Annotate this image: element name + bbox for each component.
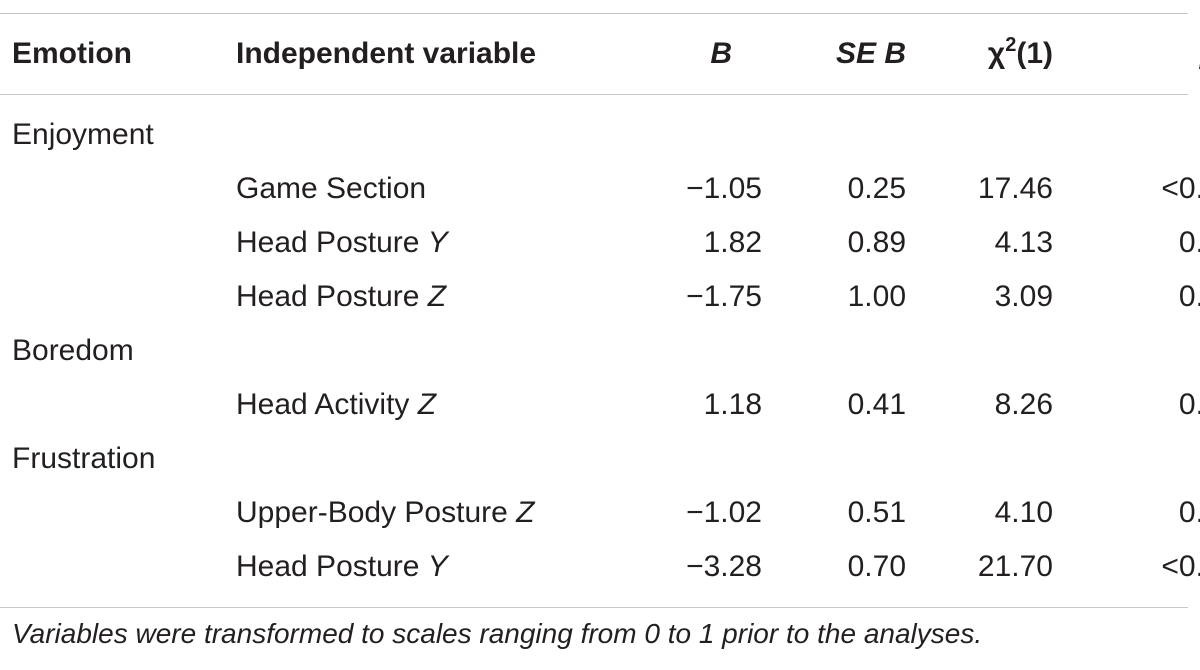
empty-cell [762, 432, 906, 486]
header-se-b: SE B [835, 37, 906, 70]
empty-cell [608, 432, 762, 486]
variable-name: Head Posture [236, 280, 428, 313]
table-header-rule [0, 94, 1188, 95]
spacer-row [0, 94, 1200, 108]
p-value: <0.001 [1161, 550, 1200, 583]
emotion-label: Frustration [12, 442, 156, 475]
table-row: Head Posture Y 1.82 0.89 4.13 0.042 [0, 216, 1200, 270]
p-value: 0.042 [1178, 226, 1200, 259]
p-value: <0.001 [1161, 172, 1200, 205]
empty-cell [0, 162, 236, 216]
empty-cell [0, 216, 236, 270]
empty-cell [762, 108, 906, 162]
table-row: Head Posture Z −1.75 1.00 3.09 0.079 [0, 270, 1200, 324]
empty-cell [762, 324, 906, 378]
emotion-group-row: Boredom [0, 324, 1200, 378]
b-value: 1.82 [703, 226, 762, 259]
header-row: Emotion Independent variable B SE B χ2(1… [0, 14, 1200, 94]
table-row: Head Activity Z 1.18 0.41 8.26 0.004 [0, 378, 1200, 432]
empty-cell [0, 378, 236, 432]
chi-square-value: 8.26 [994, 388, 1053, 421]
se-b-value: 0.25 [847, 172, 906, 205]
p-value: 0.043 [1178, 496, 1200, 529]
b-value: 1.18 [703, 388, 762, 421]
se-b-value: 0.41 [847, 388, 906, 421]
se-b-value: 0.70 [847, 550, 906, 583]
header-p: p [1053, 14, 1200, 94]
header-independent-variable: Independent variable [236, 37, 537, 70]
empty-cell [1053, 324, 1200, 378]
variable-name: Game Section [236, 172, 427, 205]
chi-square-value: 4.10 [994, 496, 1053, 529]
empty-cell [608, 324, 762, 378]
table-row: Game Section −1.05 0.25 17.46 <0.001 [0, 162, 1200, 216]
chi-square-value: 17.46 [977, 172, 1053, 205]
se-b-value: 0.89 [847, 226, 906, 259]
variable-axis: Y [427, 550, 448, 583]
empty-cell [0, 270, 236, 324]
b-value: −1.02 [686, 496, 762, 529]
emotion-label: Enjoyment [12, 118, 154, 151]
independent-variable-cell: Upper-Body Posture Z [236, 486, 608, 540]
chi-square-value: 4.13 [994, 226, 1053, 259]
variable-name: Head Posture [236, 550, 428, 583]
empty-cell [906, 432, 1053, 486]
se-b-value: 1.00 [847, 280, 906, 313]
header-b: B [710, 37, 732, 70]
b-value: −1.75 [686, 280, 762, 313]
variable-name: Upper-Body Posture [236, 496, 517, 529]
table-bottom-rule [0, 607, 1188, 608]
header-chi-square: χ2(1) [906, 14, 1053, 94]
header-chi-df: (1) [1016, 37, 1053, 70]
empty-cell [1053, 108, 1200, 162]
independent-variable-cell: Head Posture Y [236, 216, 608, 270]
b-value: −3.28 [686, 550, 762, 583]
variable-axis: Z [427, 280, 447, 313]
emotion-group-row: Frustration [0, 432, 1200, 486]
variable-name: Head Activity [236, 388, 418, 421]
table-top-rule [0, 13, 1188, 14]
chi-square-value: 3.09 [994, 280, 1053, 313]
header-chi-symbol: χ [987, 37, 1006, 70]
p-value: 0.004 [1178, 388, 1200, 421]
variable-axis: Z [417, 388, 437, 421]
independent-variable-cell: Head Activity Z [236, 378, 608, 432]
variable-axis: Z [516, 496, 535, 529]
chi-square-value: 21.70 [977, 550, 1053, 583]
empty-cell [1053, 432, 1200, 486]
empty-cell [906, 324, 1053, 378]
header-chi-superscript: 2 [1005, 34, 1017, 56]
table-footnote: Variables were transformed to scales ran… [12, 618, 983, 649]
empty-cell [236, 108, 608, 162]
b-value: −1.05 [686, 172, 762, 205]
independent-variable-cell: Head Posture Y [236, 540, 608, 594]
table-row: Head Posture Y −3.28 0.70 21.70 <0.001 [0, 540, 1200, 594]
independent-variable-cell: Head Posture Z [236, 270, 608, 324]
independent-variable-cell: Game Section [236, 162, 608, 216]
results-table: Emotion Independent variable B SE B χ2(1… [0, 14, 1200, 594]
table-row: Upper-Body Posture Z −1.02 0.51 4.10 0.043 [0, 486, 1200, 540]
se-b-value: 0.51 [847, 496, 906, 529]
header-emotion: Emotion [12, 37, 132, 70]
empty-cell [608, 108, 762, 162]
table-body: Enjoyment Game Section −1.05 0.25 17.46 <0.00… [0, 94, 1200, 594]
emotion-label: Boredom [12, 334, 134, 367]
p-value: 0.079 [1178, 280, 1200, 313]
empty-cell [236, 432, 608, 486]
variable-axis: Y [427, 226, 448, 259]
emotion-group-row: Enjoyment [0, 108, 1200, 162]
variable-name: Head Posture [236, 226, 428, 259]
empty-cell [0, 540, 236, 594]
empty-cell [906, 108, 1053, 162]
empty-cell [236, 324, 608, 378]
empty-cell [0, 486, 236, 540]
